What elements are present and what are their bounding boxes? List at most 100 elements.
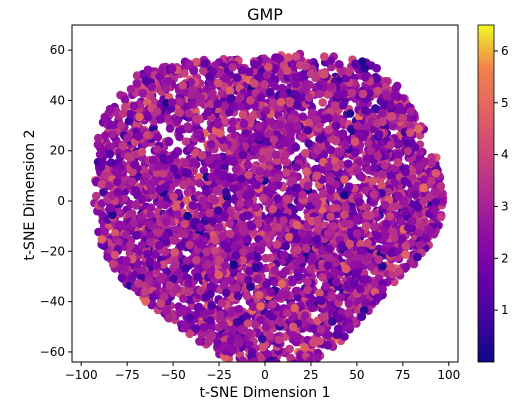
- scatter-point: [129, 101, 139, 111]
- scatter-point: [327, 291, 336, 301]
- scatter-point: [214, 223, 224, 232]
- scatter-point: [196, 98, 206, 107]
- scatter-point: [185, 240, 194, 250]
- scatter-point: [97, 179, 107, 189]
- colorbar-tick-label: 2: [501, 251, 509, 265]
- scatter-point: [256, 93, 266, 102]
- scatter-point: [242, 191, 251, 200]
- scatter-point: [206, 140, 216, 149]
- scatter-point: [431, 187, 440, 197]
- scatter-point: [318, 313, 328, 322]
- scatter-point: [298, 190, 307, 200]
- scatter-point: [341, 141, 351, 150]
- scatter-point: [158, 66, 167, 75]
- y-tick-label: 0: [57, 194, 65, 208]
- scatter-point: [291, 286, 301, 296]
- scatter-point: [373, 151, 383, 161]
- scatter-point: [206, 289, 215, 299]
- scatter-point: [276, 318, 285, 327]
- scatter-point: [391, 202, 401, 211]
- y-tick-label: −60: [40, 345, 65, 359]
- x-tick-label: 25: [303, 368, 318, 382]
- scatter-point: [94, 133, 103, 143]
- scatter-point: [96, 162, 106, 172]
- scatter-point: [319, 70, 329, 79]
- scatter-point: [217, 298, 226, 308]
- scatter-point: [288, 322, 298, 332]
- scatter-point: [250, 79, 259, 88]
- scatter-point: [291, 79, 301, 89]
- scatter-point: [210, 196, 220, 205]
- scatter-point: [238, 150, 248, 160]
- scatter-point: [430, 206, 440, 215]
- scatter-point: [326, 185, 336, 195]
- scatter-point: [178, 81, 187, 90]
- scatter-point: [103, 252, 112, 262]
- scatter-point: [312, 235, 322, 244]
- scatter-point: [262, 70, 272, 80]
- scatter-point: [274, 335, 284, 345]
- scatter-point: [94, 227, 103, 237]
- scatter-point: [300, 235, 310, 245]
- scatter-point: [369, 190, 379, 199]
- scatter-point: [296, 357, 306, 362]
- scatter-point: [263, 349, 272, 359]
- scatter-point: [130, 160, 139, 169]
- scatter-point: [162, 83, 171, 93]
- scatter-point: [313, 216, 323, 225]
- scatter-point: [129, 218, 139, 227]
- scatter-point: [175, 97, 184, 106]
- scatter-point: [253, 253, 262, 262]
- scatter-point: [237, 174, 246, 184]
- scatter-point: [221, 288, 231, 298]
- scatter-point: [282, 66, 292, 75]
- scatter-point: [295, 202, 305, 212]
- scatter-point: [378, 108, 387, 118]
- scatter-point: [302, 244, 311, 253]
- scatter-point: [180, 219, 190, 229]
- scatter-point: [106, 158, 116, 167]
- scatter-point: [183, 211, 192, 221]
- scatter-point: [326, 212, 335, 221]
- scatter-point: [171, 236, 180, 245]
- x-tick-label: 100: [437, 368, 460, 382]
- scatter-point: [290, 303, 300, 313]
- scatter-point: [158, 272, 167, 282]
- scatter-point: [251, 203, 261, 212]
- scatter-point: [163, 114, 173, 123]
- scatter-point: [194, 302, 204, 312]
- scatter-point: [309, 338, 318, 347]
- scatter-point: [372, 119, 382, 128]
- scatter-point: [205, 72, 214, 81]
- scatter-point: [220, 341, 229, 351]
- scatter-point: [232, 317, 242, 327]
- scatter-point: [170, 247, 180, 257]
- scatter-point: [393, 158, 403, 167]
- scatter-point: [259, 147, 268, 157]
- scatter-point: [264, 62, 273, 72]
- scatter-point: [250, 144, 259, 154]
- scatter-point: [403, 146, 413, 156]
- scatter-point: [416, 161, 425, 170]
- chart-title: GMP: [247, 5, 283, 24]
- scatter-point: [184, 287, 194, 297]
- scatter-point: [393, 149, 403, 159]
- scatter-point: [237, 325, 247, 335]
- scatter-point: [119, 194, 129, 204]
- scatter-point: [335, 147, 345, 157]
- scatter-point: [308, 253, 317, 262]
- scatter-point: [268, 98, 278, 108]
- scatter-point: [397, 217, 406, 227]
- scatter-point: [353, 121, 362, 131]
- scatter-point: [225, 229, 235, 239]
- scatter-point: [300, 343, 310, 353]
- scatter-point: [106, 142, 115, 151]
- scatter-point: [233, 73, 242, 83]
- scatter-point: [300, 311, 310, 320]
- scatter-point: [421, 234, 431, 243]
- scatter-point: [156, 299, 166, 308]
- scatter-point: [260, 80, 269, 89]
- scatter-point: [324, 330, 333, 340]
- scatter-point: [316, 325, 326, 334]
- scatter-point: [354, 129, 364, 138]
